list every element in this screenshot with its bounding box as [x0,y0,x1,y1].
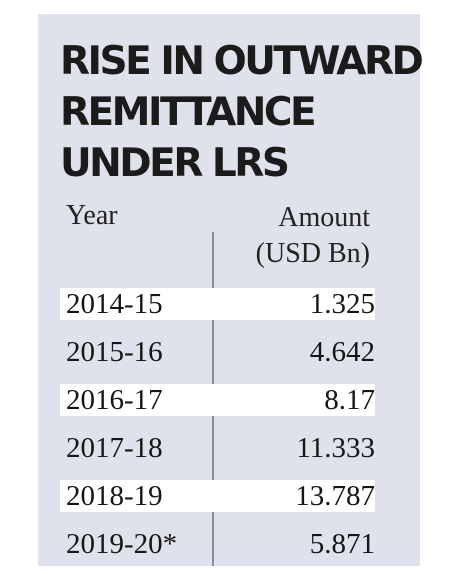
table-row-2019-20: 2019-20* 5.871 [60,528,375,560]
amount-column-header: Amount (USD Bn) [256,200,370,272]
row-amount: 1.325 [309,288,375,320]
row-amount: 8.17 [324,384,375,416]
table-row-2017-18: 2017-18 11.333 [60,432,375,464]
title-line-3: UNDER LRS [60,141,290,186]
table-row-2014-15: 2014-15 1.325 [60,288,375,320]
row-year: 2018-19 [66,480,163,512]
row-amount: 11.333 [296,432,375,464]
table-row-2015-16: 2015-16 4.642 [60,336,375,368]
year-column-header: Year [66,200,118,231]
row-year: 2015-16 [66,336,163,368]
chart-title: RISE IN OUTWARD REMITTANCE UNDER LRS [60,36,424,189]
row-amount: 5.871 [309,528,375,560]
table-row-2018-19: 2018-19 13.787 [60,480,375,512]
row-year: 2017-18 [66,432,163,464]
row-year: 2019-20* [66,528,178,560]
row-year: 2014-15 [66,288,163,320]
row-year: 2016-17 [66,384,163,416]
amount-header-unit: (USD Bn) [255,238,370,269]
table-row-2016-17: 2016-17 8.17 [60,384,375,416]
title-line-1: RISE IN OUTWARD [60,39,424,84]
amount-header-label: Amount [278,202,370,233]
row-amount: 4.642 [309,336,375,368]
row-amount: 13.787 [295,480,375,512]
title-line-2: REMITTANCE [60,90,317,135]
remittance-table-card: RISE IN OUTWARD REMITTANCE UNDER LRS Yea… [38,14,424,566]
